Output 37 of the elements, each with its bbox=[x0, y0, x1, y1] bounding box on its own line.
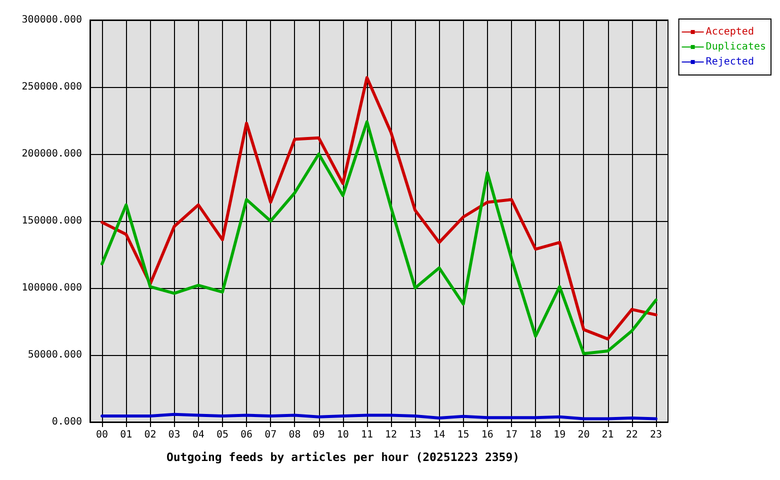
y-tick-label: 300000.000 bbox=[22, 14, 82, 26]
x-tick-label: 00 bbox=[96, 430, 108, 440]
y-tick-label: 50000.000 bbox=[28, 350, 82, 360]
x-tick-label: 15 bbox=[457, 430, 470, 440]
legend-label: Duplicates bbox=[706, 42, 766, 52]
x-tick-label: 08 bbox=[288, 430, 301, 440]
x-tick-label: 01 bbox=[120, 430, 132, 440]
x-axis-title: Outgoing feeds by articles per hour (20251223 2359) bbox=[166, 450, 520, 464]
y-tick-label: 0.000 bbox=[52, 416, 82, 428]
x-tick-label: 20 bbox=[578, 430, 590, 440]
y-tick-label: 200000.000 bbox=[22, 148, 82, 160]
x-tick-label: 12 bbox=[385, 430, 398, 440]
x-tick-label: 21 bbox=[602, 430, 614, 440]
x-tick-label: 13 bbox=[409, 430, 422, 440]
y-tick-label: 150000.000 bbox=[22, 216, 82, 226]
x-tick-label: 03 bbox=[168, 430, 180, 440]
legend-label: Accepted bbox=[706, 26, 754, 38]
x-tick-label: 16 bbox=[481, 430, 494, 440]
x-tick-label: 04 bbox=[192, 430, 204, 440]
x-tick-label: 09 bbox=[312, 430, 325, 440]
x-tick-label: 18 bbox=[530, 430, 542, 440]
x-tick-label: 17 bbox=[505, 430, 518, 440]
x-tick-label: 23 bbox=[650, 430, 662, 440]
line-series bbox=[100, 76, 658, 340]
x-tick-label: 06 bbox=[240, 430, 253, 440]
x-tick-label: 14 bbox=[433, 430, 446, 440]
x-tick-label: 11 bbox=[360, 430, 373, 440]
legend-label: Rejected bbox=[706, 56, 754, 68]
y-tick-label: 100000.000 bbox=[22, 282, 82, 294]
x-tick-label: 22 bbox=[626, 430, 638, 440]
x-tick-label: 10 bbox=[336, 430, 349, 440]
x-tick-label: 02 bbox=[144, 430, 156, 440]
x-tick-label: 19 bbox=[554, 430, 566, 440]
y-tick-label: 250000.000 bbox=[22, 82, 82, 92]
x-tick-label: 05 bbox=[216, 430, 228, 440]
line-series bbox=[100, 120, 658, 356]
x-tick-label: 07 bbox=[264, 430, 277, 440]
